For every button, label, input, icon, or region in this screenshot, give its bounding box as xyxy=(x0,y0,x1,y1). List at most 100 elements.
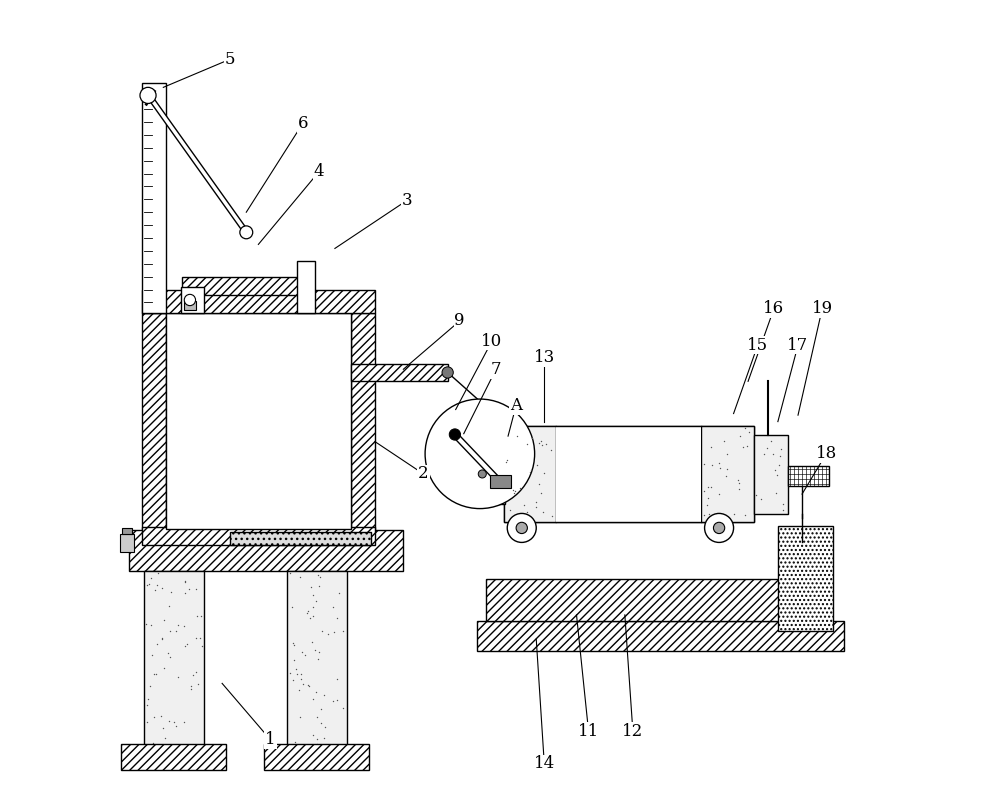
Point xyxy=(528,496,544,508)
Point xyxy=(317,720,333,733)
Point xyxy=(188,665,204,678)
Point xyxy=(168,719,184,732)
Point xyxy=(509,429,525,442)
Point xyxy=(739,440,755,453)
Point xyxy=(737,422,753,435)
Point xyxy=(161,714,177,727)
Circle shape xyxy=(140,88,156,104)
Circle shape xyxy=(240,226,253,238)
Point xyxy=(310,652,326,665)
Point xyxy=(768,487,784,500)
Bar xyxy=(490,474,511,487)
Bar xyxy=(142,313,166,530)
Point xyxy=(719,462,735,475)
Point xyxy=(730,474,746,487)
Point xyxy=(177,586,193,599)
Point xyxy=(149,578,165,591)
Point xyxy=(704,458,720,471)
Point xyxy=(160,646,176,659)
Point xyxy=(193,609,209,622)
Point xyxy=(775,504,791,517)
Text: 18: 18 xyxy=(816,445,837,462)
Point xyxy=(162,624,178,637)
Point xyxy=(154,631,170,644)
Point xyxy=(284,601,300,614)
Point xyxy=(316,732,332,744)
Point xyxy=(301,680,317,693)
Point xyxy=(154,581,170,594)
Point xyxy=(325,694,341,707)
Point xyxy=(543,444,559,457)
Circle shape xyxy=(507,513,536,543)
Point xyxy=(143,572,159,585)
Point xyxy=(535,506,551,519)
Bar xyxy=(504,426,754,522)
Point xyxy=(181,582,197,595)
Point xyxy=(305,693,321,706)
Point xyxy=(288,663,304,676)
Bar xyxy=(486,579,796,620)
Point xyxy=(312,571,328,584)
Circle shape xyxy=(516,522,527,534)
Point xyxy=(156,662,172,675)
Point xyxy=(307,644,323,657)
Point xyxy=(305,728,321,741)
Point xyxy=(282,567,298,580)
Text: 5: 5 xyxy=(225,50,235,67)
Text: 19: 19 xyxy=(812,300,833,317)
Point xyxy=(719,447,735,460)
Point xyxy=(316,689,332,702)
Point xyxy=(139,698,155,711)
Point xyxy=(188,631,204,644)
Point xyxy=(767,464,783,477)
Point xyxy=(519,505,535,518)
Point xyxy=(313,716,329,729)
Point xyxy=(155,722,171,735)
Point xyxy=(150,566,166,579)
Point xyxy=(498,456,514,469)
Point xyxy=(297,649,313,662)
Bar xyxy=(754,436,788,514)
Text: 2: 2 xyxy=(418,466,429,483)
Circle shape xyxy=(705,513,734,543)
Point xyxy=(711,457,727,470)
Point xyxy=(772,449,788,462)
Point xyxy=(179,637,195,650)
Bar xyxy=(788,466,829,486)
Text: 16: 16 xyxy=(763,300,784,317)
Point xyxy=(140,693,156,706)
Point xyxy=(146,667,162,680)
Point xyxy=(145,737,161,750)
Point xyxy=(309,737,325,750)
Text: 11: 11 xyxy=(578,723,599,740)
Point xyxy=(192,632,208,645)
Point xyxy=(287,736,303,749)
Point xyxy=(308,685,324,698)
Point xyxy=(499,453,515,466)
Circle shape xyxy=(184,294,196,306)
Point xyxy=(289,667,305,680)
Point xyxy=(154,633,170,646)
Point xyxy=(303,581,319,594)
Point xyxy=(194,640,210,653)
Point xyxy=(183,679,199,692)
Point xyxy=(531,478,547,491)
Point xyxy=(139,716,155,729)
Point xyxy=(139,578,155,591)
Bar xyxy=(129,530,403,571)
Text: 15: 15 xyxy=(747,337,768,354)
Point xyxy=(700,480,716,493)
Point xyxy=(502,504,518,517)
Point xyxy=(314,624,330,637)
Text: 12: 12 xyxy=(622,723,644,740)
Point xyxy=(765,448,781,461)
Point xyxy=(293,672,309,685)
Point xyxy=(170,619,186,632)
Bar xyxy=(351,363,448,381)
Point xyxy=(737,508,753,521)
Point xyxy=(759,441,775,454)
Point xyxy=(335,624,351,637)
Bar xyxy=(264,744,369,770)
Point xyxy=(299,607,315,620)
Text: 7: 7 xyxy=(491,361,501,378)
